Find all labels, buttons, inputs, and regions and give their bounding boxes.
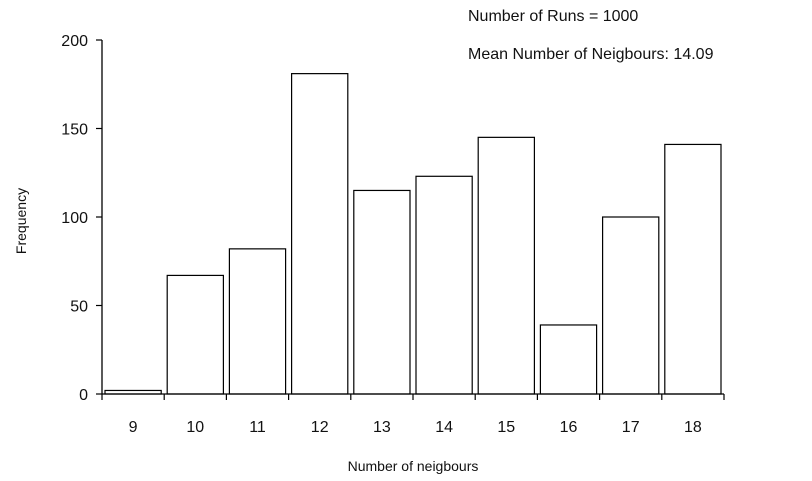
- bar-11: [228, 248, 287, 395]
- x-ticks: 9 10 11 12 13 14 15 16 17 18: [101, 394, 725, 436]
- annotation-runs: Number of Runs = 1000: [468, 8, 638, 25]
- bar-12: [291, 73, 349, 395]
- y-axis-title: Frequency: [13, 188, 29, 254]
- x-tick-label: 11: [249, 419, 266, 436]
- y-tick-label: 0: [79, 387, 88, 404]
- x-tick-label: 17: [622, 419, 640, 436]
- x-axis-title: Number of neigbours: [348, 458, 479, 474]
- bar-14: [415, 175, 473, 395]
- y-tick-label: 150: [61, 122, 88, 139]
- bars-layer: [104, 73, 722, 395]
- x-tick-label: 16: [560, 419, 578, 436]
- annotation-mean: Mean Number of Neigbours: 14.09: [468, 46, 714, 63]
- x-tick-label: 18: [684, 419, 702, 436]
- x-tick-label: 9: [129, 419, 138, 436]
- bar-17: [601, 216, 660, 395]
- y-tick-label: 100: [61, 210, 88, 227]
- bar-15: [477, 136, 536, 395]
- x-tick-label: 12: [311, 419, 329, 436]
- bar-13: [353, 189, 411, 395]
- x-tick-label: 14: [435, 419, 453, 436]
- x-tick-label: 13: [373, 419, 391, 436]
- x-tick-label: 15: [497, 419, 515, 436]
- y-tick-label: 50: [70, 299, 88, 316]
- x-tick-label: 10: [186, 419, 204, 436]
- bar-10: [166, 274, 224, 395]
- bar-18: [664, 143, 722, 395]
- y-tick-label: 200: [61, 33, 88, 50]
- y-ticks: 0 50 100 150 200: [61, 33, 102, 404]
- bar-16: [539, 324, 598, 395]
